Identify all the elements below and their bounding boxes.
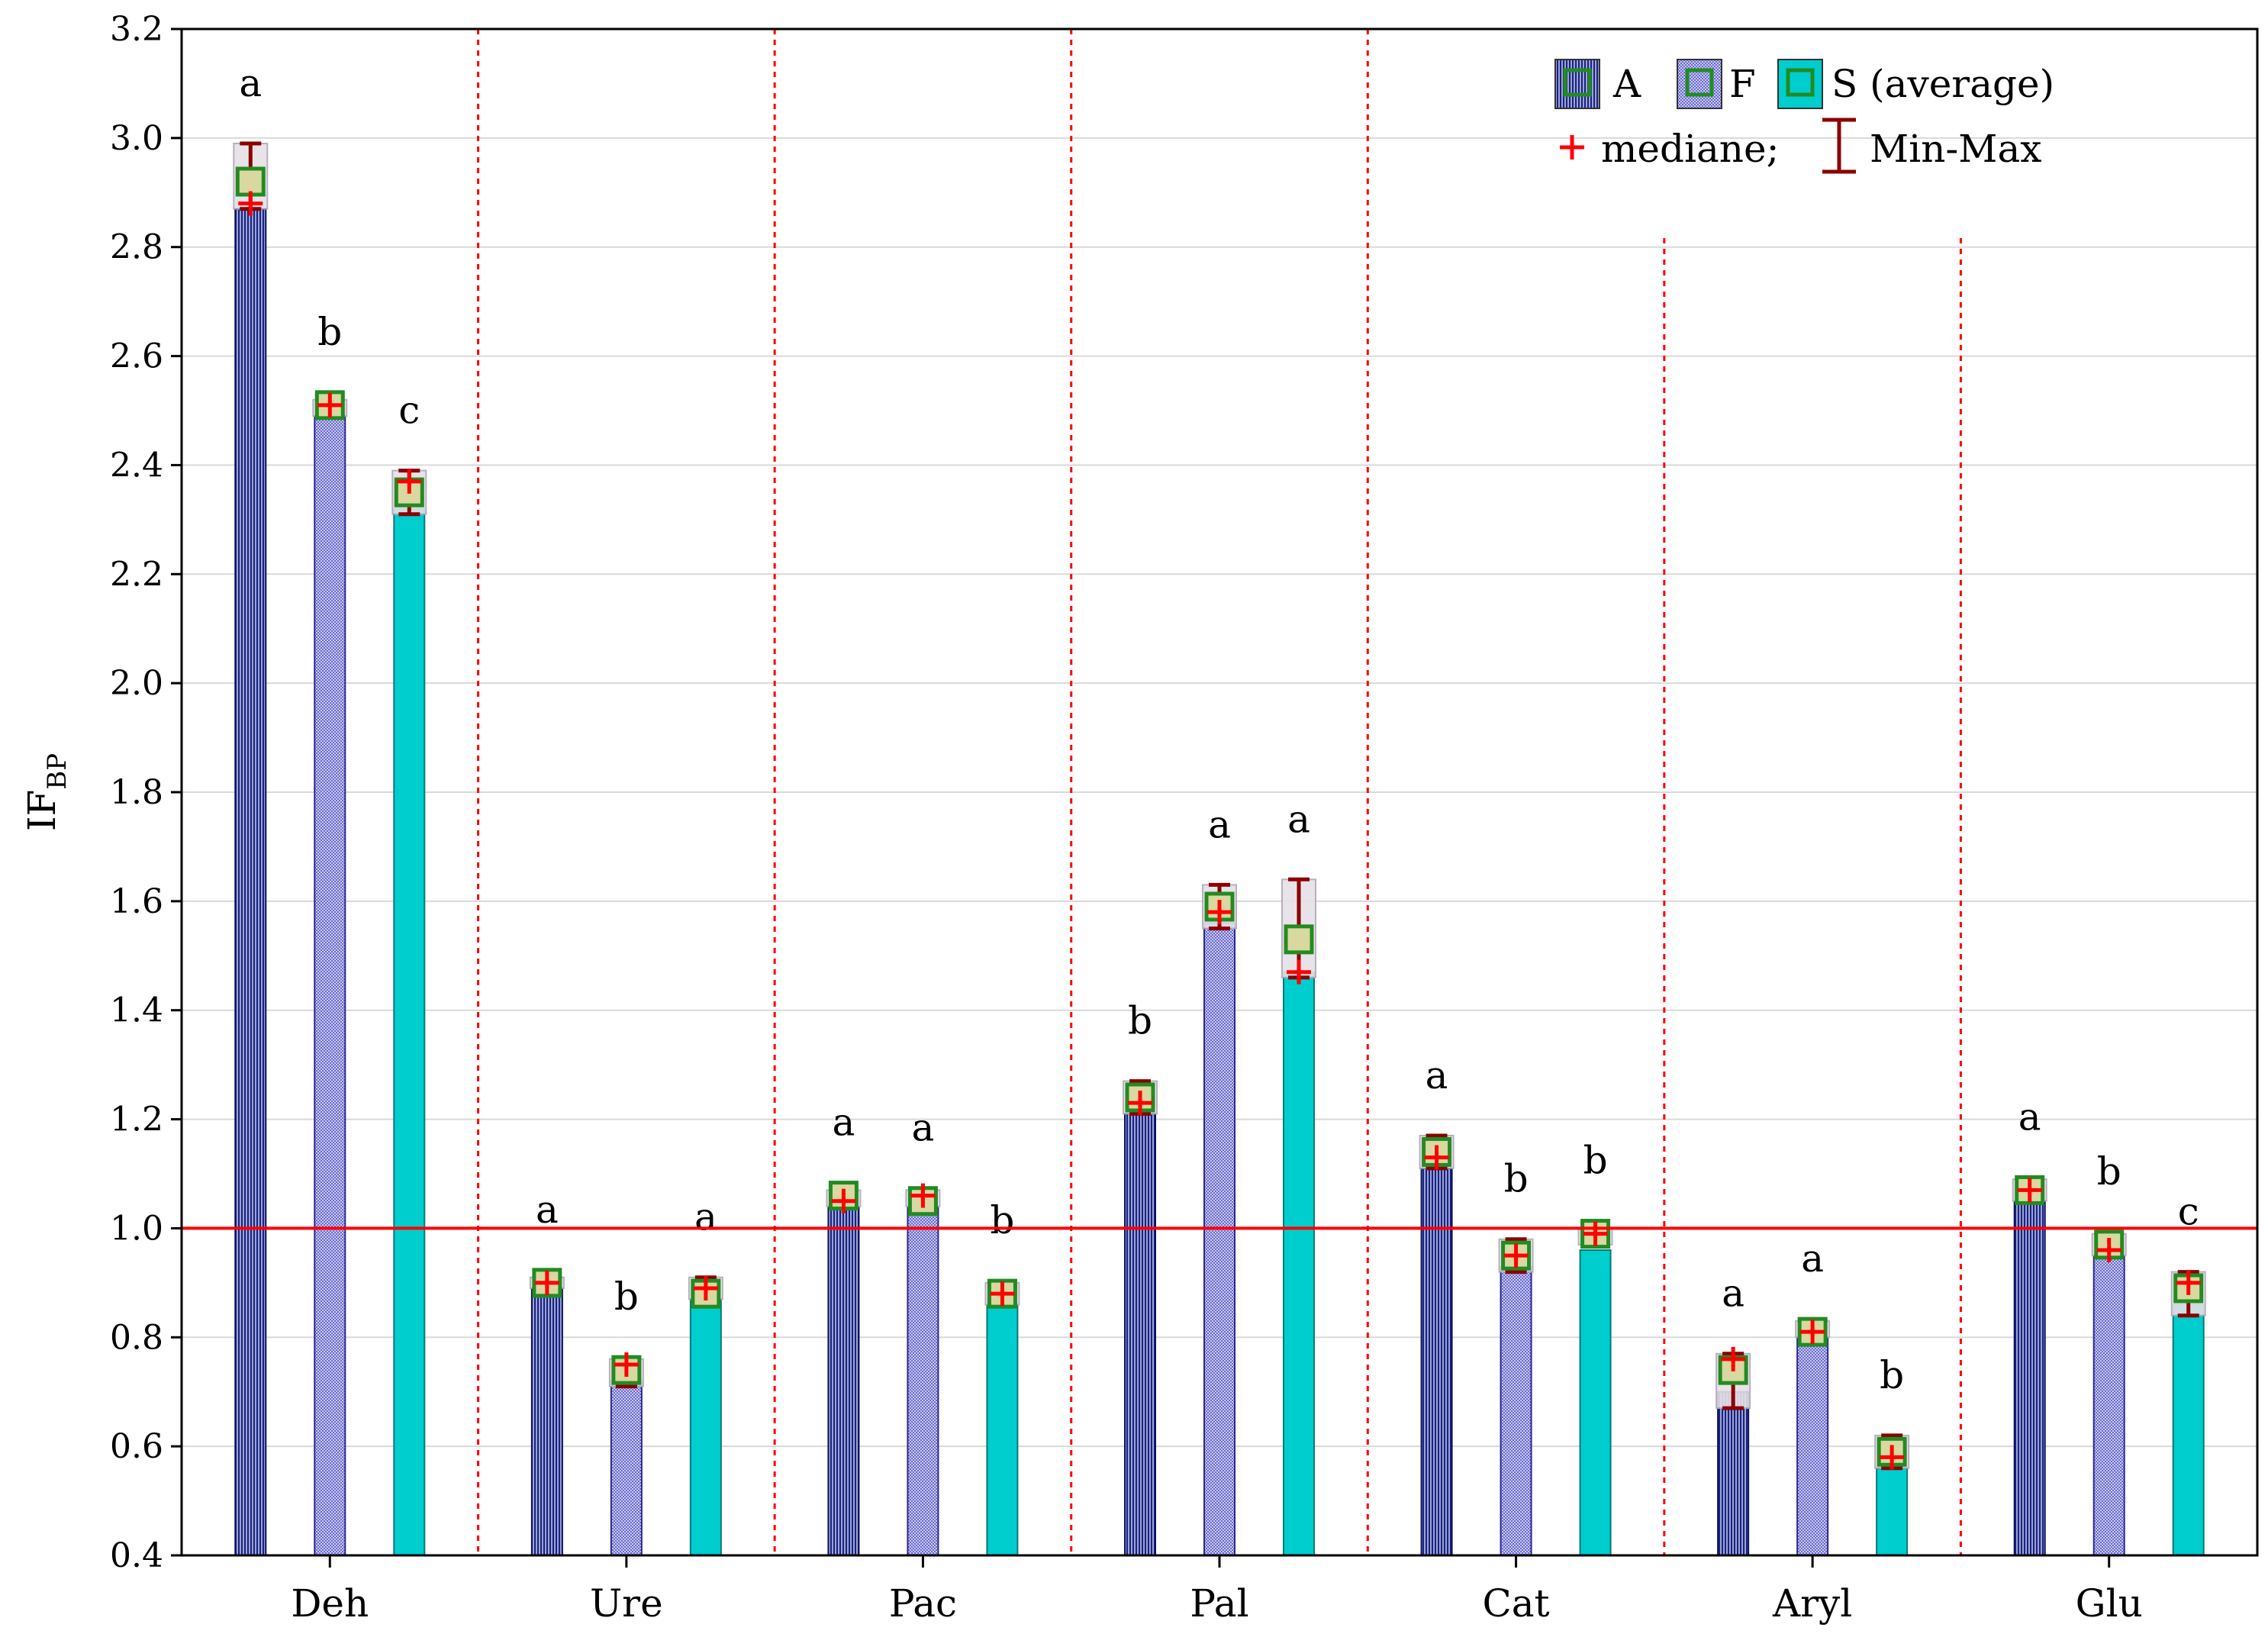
y-tick-label-8: 2.0 (110, 664, 163, 703)
legend-swatch-0 (1554, 59, 1600, 109)
bar-F-Pac (907, 1205, 939, 1557)
y-tick-label-7: 1.8 (110, 773, 163, 812)
sig-letter-F-Pac: a (912, 1106, 935, 1150)
bar-F-Cat (1500, 1265, 1532, 1557)
sig-letter-A-Pac: a (833, 1101, 855, 1145)
sig-letter-F-Ure: b (614, 1275, 639, 1319)
sig-letter-A-Ure: a (536, 1188, 559, 1232)
legend-mean-marker-2 (1786, 68, 1815, 97)
sig-letter-A-Cat: a (1426, 1053, 1448, 1097)
y-tick-label-6: 1.6 (110, 882, 163, 921)
sig-letter-S-Pac: b (990, 1198, 1014, 1242)
mean-marker-S-Pal (1284, 924, 1314, 955)
sig-letter-A-Glu: a (2018, 1094, 2041, 1139)
sig-letter-S-Aryl: b (1880, 1353, 1904, 1397)
y-tick-label-10: 2.4 (110, 446, 163, 485)
legend-median-label: mediane; (1601, 127, 1779, 171)
bar-S-Pal (1283, 971, 1315, 1556)
y-tick-label-2: 0.8 (110, 1318, 163, 1357)
bar-F-Glu (2092, 1255, 2125, 1556)
sig-letter-A-Pal: b (1128, 999, 1152, 1043)
sig-letter-A-Aryl: a (1722, 1271, 1744, 1316)
x-tick-label-2: Pac (889, 1581, 957, 1626)
bar-S-Aryl (1876, 1467, 1909, 1556)
legend-swatch-2 (1777, 59, 1823, 109)
y-axis-label-subscript: BP (42, 753, 72, 790)
y-tick-label-4: 1.2 (110, 1101, 163, 1139)
legend-swatch-1 (1677, 59, 1722, 109)
axes: 0.4 0.6 0.8 1.0 1.2 1.4 1.6 1.8 2.0 2.2 2.4 2.6 2.8 3… (20, 10, 2259, 1626)
bar-A-Glu (2013, 1200, 2046, 1556)
sig-letter-S-Ure: a (694, 1195, 717, 1239)
sig-letter-A-Deh: a (239, 61, 262, 105)
bar-S-Deh (393, 508, 426, 1556)
bar-A-Cat (1420, 1167, 1453, 1557)
sig-letter-F-Cat: b (1504, 1157, 1529, 1201)
bar-F-Deh (314, 415, 346, 1557)
y-tick-label-14: 3.2 (110, 10, 163, 49)
sig-letter-S-Glu: c (2178, 1190, 2199, 1234)
sig-letter-F-Aryl: a (1801, 1236, 1824, 1281)
legend-range-label: Min-Max (1870, 127, 2042, 171)
bar-F-Aryl (1796, 1336, 1829, 1557)
legend: A F S (average) mediane; Min-Max (1554, 59, 2054, 174)
mean-marker-A-Deh (235, 166, 266, 197)
overlays: a a a b a a a b b a a b a b c a b a b b c (182, 61, 2257, 1471)
y-tick-label-0: 0.4 (110, 1536, 163, 1575)
x-tick-label-0: Deh (291, 1581, 369, 1626)
x-tick-label-5: Aryl (1772, 1581, 1852, 1626)
sig-letter-S-Pal: a (1287, 797, 1310, 841)
bar-S-Ure (689, 1298, 722, 1557)
legend-label-0: A (1612, 62, 1641, 106)
bar-S-Glu (2172, 1304, 2205, 1557)
bar-F-Ure (610, 1380, 643, 1557)
bar-A-Deh (234, 208, 267, 1557)
legend-mean-marker-0 (1563, 68, 1592, 97)
bar-S-Pac (986, 1304, 1019, 1557)
y-tick-label-13: 3.0 (110, 119, 163, 158)
legend-label-1: F (1729, 62, 1756, 106)
sig-letter-S-Deh: c (398, 388, 420, 433)
bar-A-Pal (1124, 1113, 1156, 1556)
legend-mean-marker-1 (1685, 68, 1714, 97)
sig-letter-S-Cat: b (1583, 1139, 1608, 1183)
y-axis-label: IFBP (20, 753, 72, 831)
bar-F-Pal (1203, 922, 1235, 1556)
x-tick-label-3: Pal (1190, 1581, 1248, 1626)
x-tick-label-6: Glu (2076, 1581, 2143, 1626)
bar-A-Ure (530, 1287, 563, 1556)
y-tick-label-3: 1.0 (110, 1209, 163, 1248)
x-tick-label-4: Cat (1482, 1581, 1549, 1626)
bar-A-Aryl (1717, 1391, 1750, 1556)
bars (234, 208, 2205, 1557)
sig-letter-F-Pal: a (1208, 802, 1231, 846)
bar-S-Cat (1579, 1249, 1612, 1556)
bar-A-Pac (827, 1205, 860, 1557)
sig-letter-F-Deh: b (317, 310, 342, 354)
sig-letter-F-Glu: b (2097, 1149, 2121, 1194)
x-tick-label-1: Ure (590, 1581, 663, 1626)
y-tick-label-12: 2.8 (110, 228, 163, 267)
y-tick-label-1: 0.6 (110, 1427, 163, 1466)
y-tick-label-5: 1.4 (110, 991, 163, 1030)
y-tick-label-9: 2.2 (110, 555, 163, 594)
legend-label-2: S (average) (1831, 62, 2054, 106)
y-tick-label-11: 2.6 (110, 337, 163, 376)
y-axis-label-main: IF (20, 790, 64, 831)
